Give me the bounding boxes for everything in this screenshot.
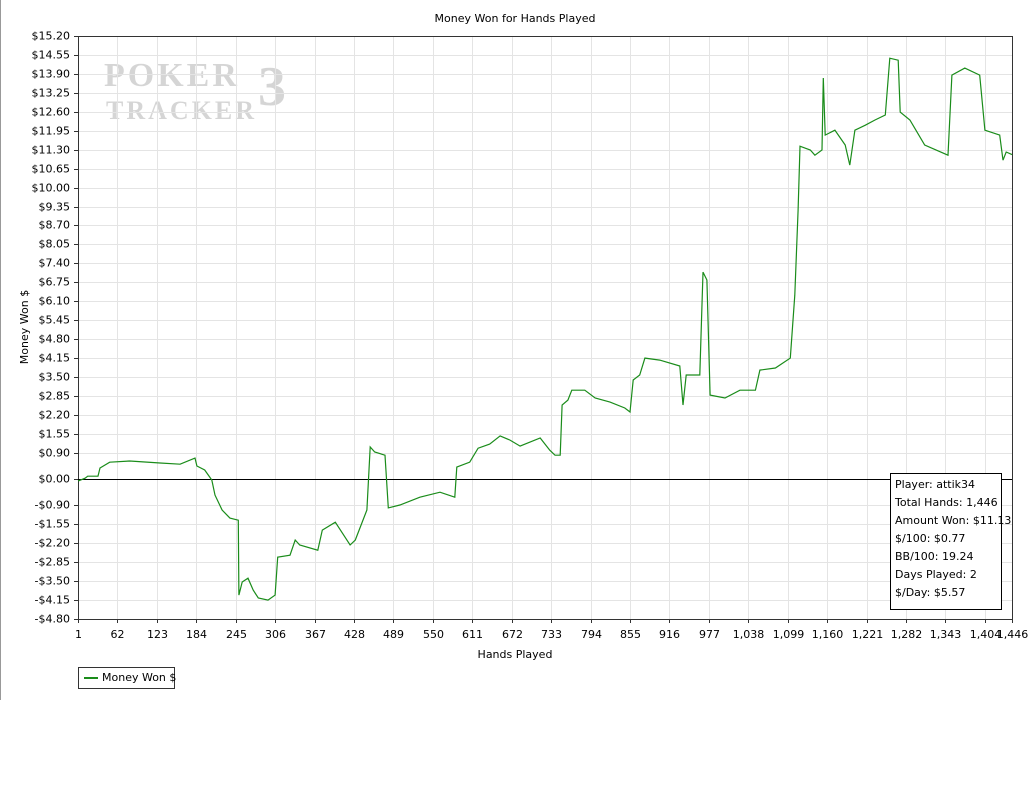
x-axis-label: Hands Played xyxy=(478,648,553,661)
y-tick-label: -$2.20 xyxy=(35,537,70,550)
y-tick-label: $2.85 xyxy=(39,390,71,403)
x-tick-label: 245 xyxy=(226,628,247,641)
x-tick-label: 489 xyxy=(383,628,404,641)
x-tick-label: 1,343 xyxy=(930,628,962,641)
x-tick-label: 62 xyxy=(111,628,125,641)
x-tick-label: 916 xyxy=(659,628,680,641)
y-tick-label: $12.60 xyxy=(32,106,71,119)
watermark-bottom: TRACKER xyxy=(106,96,257,125)
x-tick-label: 1,160 xyxy=(812,628,844,641)
y-tick-label: $5.45 xyxy=(39,314,71,327)
x-tick-label: 184 xyxy=(186,628,207,641)
x-tick-label: 306 xyxy=(265,628,286,641)
plot-frame xyxy=(78,36,1013,620)
x-tick-label: 733 xyxy=(541,628,562,641)
x-tick-label: 855 xyxy=(620,628,641,641)
x-tick-label: 123 xyxy=(147,628,168,641)
y-tick-label: $6.10 xyxy=(39,295,71,308)
stats-line: BB/100: 19.24 xyxy=(895,550,974,563)
x-tick-label: 550 xyxy=(423,628,444,641)
stats-line: Amount Won: $11.13 xyxy=(895,514,1011,527)
legend-box xyxy=(78,667,175,689)
x-tick-label: 1,404 xyxy=(970,628,1002,641)
y-tick-label: -$1.55 xyxy=(35,518,70,531)
y-tick-label: $1.55 xyxy=(39,428,71,441)
x-tick-label: 1,099 xyxy=(773,628,805,641)
y-tick-label: $10.65 xyxy=(32,163,71,176)
x-tick-label: 1,038 xyxy=(733,628,765,641)
stats-line: Days Played: 2 xyxy=(895,568,977,581)
y-tick-label: $0.00 xyxy=(39,473,71,486)
x-tick-label: 672 xyxy=(502,628,523,641)
x-tick-label: 428 xyxy=(344,628,365,641)
y-tick-label: $4.80 xyxy=(39,333,71,346)
stats-line: Player: attik34 xyxy=(895,478,975,491)
stats-line: Total Hands: 1,446 xyxy=(894,496,998,509)
y-tick-label: $2.20 xyxy=(39,409,71,422)
x-tick-label: 1 xyxy=(75,628,82,641)
y-tick-label: $10.00 xyxy=(32,182,71,195)
x-tick-label: 794 xyxy=(581,628,602,641)
x-tick-label: 367 xyxy=(305,628,326,641)
x-tick-label: 1,446 xyxy=(997,628,1029,641)
x-tick-label: 1,282 xyxy=(891,628,923,641)
chart-title: Money Won for Hands Played xyxy=(435,12,596,25)
y-tick-label: $13.90 xyxy=(32,68,71,81)
y-tick-label: $0.90 xyxy=(39,447,71,460)
watermark: POKER TRACKER 3 xyxy=(104,56,289,125)
y-tick-label: $9.35 xyxy=(39,201,71,214)
x-tick-label: 611 xyxy=(462,628,483,641)
y-tick-label: $8.70 xyxy=(39,219,71,232)
y-tick-label: $15.20 xyxy=(32,30,71,43)
y-tick-label: -$3.50 xyxy=(35,575,70,588)
y-tick-label: $8.05 xyxy=(39,238,71,251)
watermark-mark: 3 xyxy=(258,56,289,118)
y-tick-label: -$2.85 xyxy=(35,556,70,569)
y-tick-label: $13.25 xyxy=(32,87,71,100)
y-tick-label: -$4.15 xyxy=(35,594,70,607)
y-tick-label: $11.30 xyxy=(32,144,71,157)
y-tick-label: $4.15 xyxy=(39,352,71,365)
y-tick-label: -$0.90 xyxy=(35,499,70,512)
y-tick-label: $3.50 xyxy=(39,371,71,384)
stats-box xyxy=(890,473,1002,610)
series-line xyxy=(77,57,1013,601)
x-tick-label: 1,221 xyxy=(852,628,884,641)
y-tick-label: $7.40 xyxy=(39,257,71,270)
watermark-top: POKER xyxy=(104,57,240,94)
stats-line: $/100: $0.77 xyxy=(895,532,965,545)
stats-line: $/Day: $5.57 xyxy=(895,586,965,599)
y-tick-label: $14.55 xyxy=(32,49,71,62)
legend-label: Money Won $ xyxy=(102,671,176,684)
y-tick-label: $6.75 xyxy=(39,276,71,289)
x-tick-label: 977 xyxy=(699,628,720,641)
y-axis-label: Money Won $ xyxy=(18,290,31,364)
y-tick-label: -$4.80 xyxy=(35,613,70,626)
y-tick-label: $11.95 xyxy=(32,125,71,138)
